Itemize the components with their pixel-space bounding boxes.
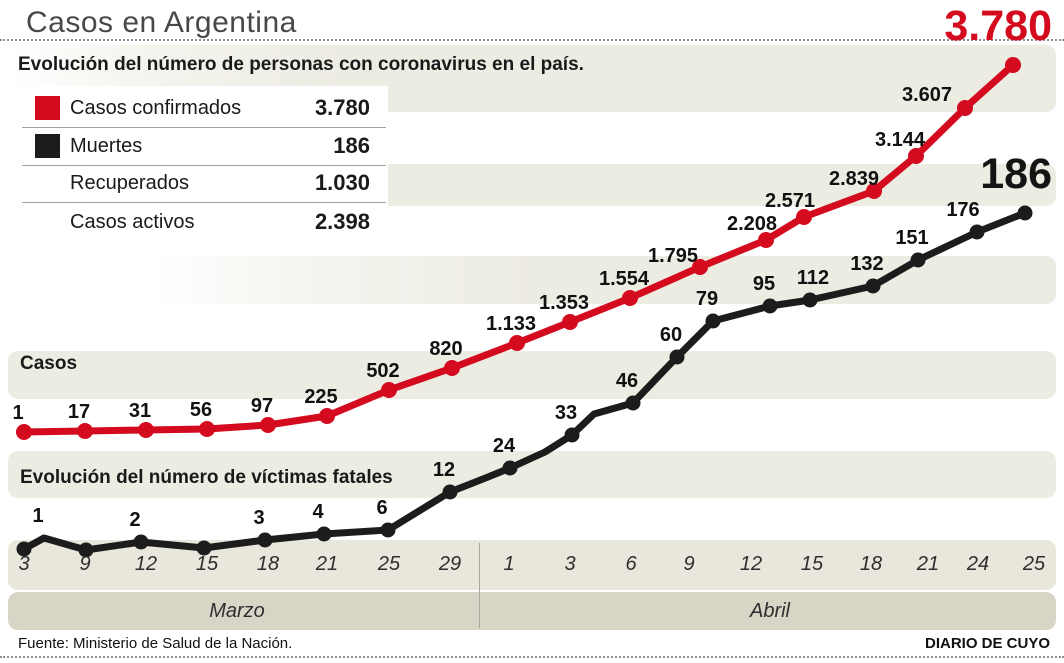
publisher-credit: DIARIO DE CUYO — [924, 635, 1050, 652]
x-tick-label: 24 — [966, 553, 990, 575]
data-point — [77, 423, 93, 439]
stripe-band-3 — [155, 256, 1056, 304]
stripe-band-2 — [380, 164, 1056, 206]
x-tick-label: 21 — [916, 553, 940, 575]
month-divider-line — [479, 543, 480, 628]
x-tick-label: 21 — [315, 553, 339, 575]
x-tick-label: 9 — [79, 553, 91, 575]
data-point-label: 6 — [376, 497, 387, 519]
data-point-label: 3.144 — [875, 129, 926, 151]
data-point-label: 60 — [660, 324, 682, 346]
data-point — [705, 313, 721, 329]
confirmed-final-value: 3.780 — [944, 2, 1052, 50]
deaths-swatch-icon — [35, 134, 60, 158]
data-point-label: 31 — [129, 400, 151, 422]
x-tick-label: 18 — [256, 553, 280, 575]
data-point — [509, 335, 525, 351]
legend-label: Recuperados — [70, 172, 189, 194]
legend-row-deaths: Muertes 186 — [8, 128, 388, 166]
x-tick-label: 25 — [377, 553, 401, 575]
data-point — [1017, 205, 1033, 221]
data-point-label: 4 — [312, 501, 324, 523]
data-point-label: 2 — [129, 509, 140, 531]
data-point — [16, 424, 32, 440]
data-point — [796, 209, 812, 225]
deaths-final-value: 186 — [980, 150, 1052, 198]
legend-label: Casos activos — [70, 211, 195, 233]
month-label: Marzo — [209, 600, 265, 622]
x-tick-label: 3 — [564, 553, 576, 575]
data-point — [562, 314, 578, 330]
data-point — [199, 421, 215, 437]
top-dotted-rule — [0, 39, 1064, 41]
x-tick-label: 6 — [625, 553, 637, 575]
confirmed-swatch-icon — [35, 96, 60, 120]
data-point-label: 33 — [555, 402, 577, 424]
data-point-label: 1 — [32, 505, 43, 527]
x-tick-label: 18 — [859, 553, 883, 575]
cases-series-title: Casos — [20, 353, 78, 374]
source-credit: Fuente: Ministerio de Salud de la Nación… — [18, 635, 293, 652]
x-tick-label: 15 — [195, 553, 219, 575]
x-axis-month-band — [8, 592, 1056, 630]
page-title: Casos en Argentina — [26, 6, 297, 39]
x-tick-label: 1 — [503, 553, 515, 575]
data-point-label: 56 — [190, 399, 212, 421]
data-point-label: 151 — [895, 227, 928, 249]
x-tick-label: 29 — [438, 553, 462, 575]
data-point — [758, 232, 774, 248]
legend-row-active: Casos activos 2.398 — [8, 204, 388, 242]
data-point-label: 3 — [253, 507, 264, 529]
data-point-label: 1 — [12, 402, 23, 424]
x-tick-label: 9 — [683, 553, 695, 575]
data-point — [380, 522, 396, 538]
bottom-dotted-rule — [0, 656, 1064, 658]
legend-value: 186 — [333, 133, 370, 158]
deaths-series-title: Evolución del número de víctimas fatales — [20, 467, 393, 488]
data-point — [260, 417, 276, 433]
data-point — [319, 408, 335, 424]
legend-row-recovered: Recuperados 1.030 — [8, 165, 388, 203]
x-tick-label: 3 — [18, 553, 30, 575]
legend-label: Casos confirmados — [70, 97, 242, 119]
x-axis-tick-band — [8, 540, 1056, 590]
data-point-label: 17 — [68, 401, 90, 423]
data-point — [969, 224, 985, 240]
legend: Casos confirmados 3.780 Muertes 186 Recu… — [8, 86, 388, 254]
legend-value: 2.398 — [314, 209, 370, 234]
x-tick-label: 12 — [739, 553, 763, 575]
data-point — [138, 422, 154, 438]
data-point-label: 2.208 — [727, 213, 777, 235]
x-tick-label: 12 — [134, 553, 158, 575]
month-label: Abril — [749, 600, 791, 622]
legend-value: 1.030 — [314, 170, 370, 195]
data-point — [908, 148, 924, 164]
data-point — [564, 427, 580, 443]
stripe-band-cases — [8, 351, 1056, 399]
legend-label: Muertes — [70, 135, 143, 157]
chart-subtitle: Evolución del número de personas con cor… — [18, 54, 584, 75]
legend-separator — [22, 202, 386, 203]
legend-row-confirmed: Casos confirmados 3.780 — [8, 90, 388, 128]
x-tick-label: 25 — [1022, 553, 1046, 575]
data-point-label: 1.133 — [486, 313, 536, 335]
x-tick-label: 15 — [800, 553, 824, 575]
legend-value: 3.780 — [314, 95, 370, 120]
